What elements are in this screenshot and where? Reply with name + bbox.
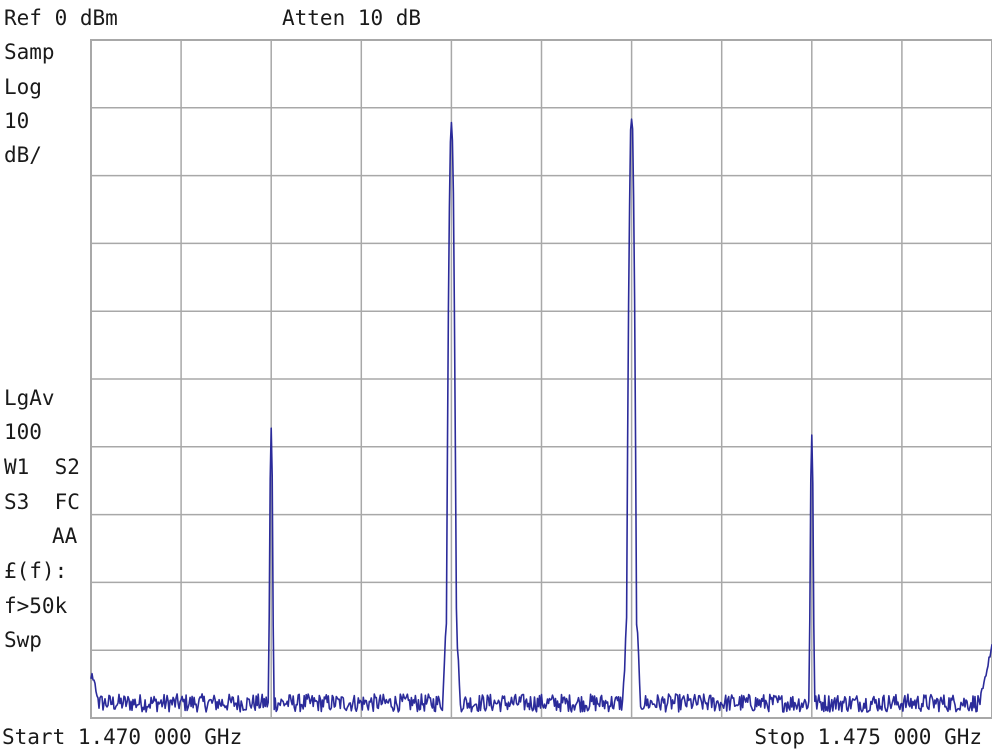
- sweep-label: Swp: [4, 628, 42, 652]
- averaging-count-label: 100: [4, 420, 42, 444]
- trace-modes-row-2: S3 FC: [4, 490, 80, 514]
- trace-modes-row-1: W1 S2: [4, 455, 80, 479]
- grid-lines: [91, 40, 992, 718]
- scale-unit-label: dB/: [4, 143, 42, 167]
- ref-level-label: Ref 0 dBm: [4, 6, 118, 30]
- spectrum-trace: [90, 118, 992, 713]
- start-frequency-label: Start 1.470 000 GHz: [2, 725, 243, 749]
- averaging-type-label: LgAv: [4, 386, 55, 410]
- attenuation-label: Atten 10 dB: [282, 6, 422, 30]
- correction-label: £(f):: [4, 559, 68, 583]
- detector-label: Samp: [4, 40, 55, 64]
- scale-value-label: 10: [4, 109, 30, 133]
- trace-modes-row-3: AA: [52, 524, 78, 548]
- scale-type-label: Log: [4, 75, 42, 99]
- correction-value: f>50k: [4, 594, 68, 618]
- stop-frequency-label: Stop 1.475 000 GHz: [754, 725, 982, 749]
